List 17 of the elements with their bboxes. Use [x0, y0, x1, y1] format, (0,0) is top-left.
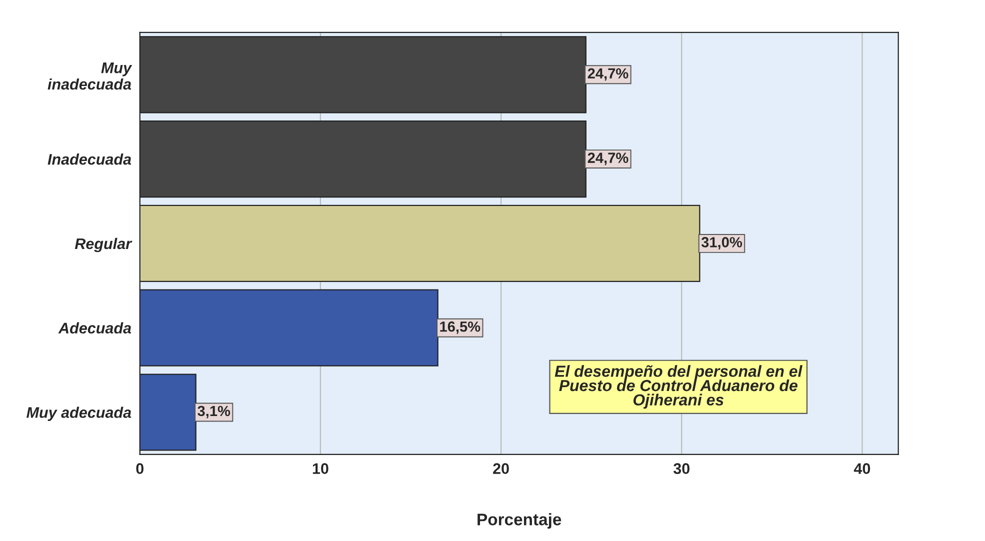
data-label: 31,0% — [701, 237, 742, 250]
y-tick-label: Adecuada — [58, 322, 132, 334]
data-label: 24,7% — [588, 152, 628, 166]
x-tick-label: 40 — [854, 463, 870, 474]
annotation: El desempeño del personal en el Puesto de Control Aduanero de Ojiherani es — [554, 365, 802, 409]
y-tick-label: Muy inadecuada — [48, 62, 132, 90]
y-tick-label: Inadecuada — [48, 154, 132, 165]
y-tick-label: Muy adecuada — [26, 406, 132, 421]
y-tick-label: Regular — [74, 238, 132, 252]
data-label: 24,7% — [588, 68, 628, 81]
x-tick-label: 0 — [136, 463, 144, 474]
x-tick-label: 20 — [493, 463, 509, 474]
x-axis-title: Porcentaje — [478, 513, 562, 529]
data-label: 16,5% — [440, 321, 480, 334]
x-tick-label: 30 — [673, 463, 690, 474]
x-tick-label: 10 — [312, 463, 328, 474]
data-label: 3,1% — [198, 406, 230, 418]
